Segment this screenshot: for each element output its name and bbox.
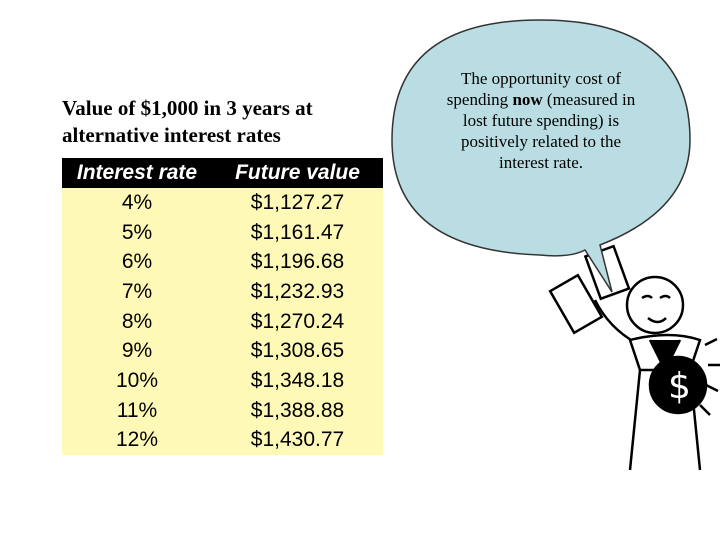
table-row: 9% $1,308.65 [62,336,383,366]
header-cell: Interest rate [76,161,198,184]
table-row: 4% $1,127.27 [62,188,383,218]
table-cell: 11% [116,398,158,422]
table-cell: 9% [121,339,153,363]
title-line: alternative interest rates [62,123,281,147]
table-cell: 8% [121,309,153,333]
table-cell: $1,388.88 [250,398,345,422]
speech-bubble [391,19,691,293]
table-cell: 10% [115,368,159,392]
table-row: 12% $1,430.77 [62,426,383,456]
table-cell: $1,232.93 [250,279,345,303]
table-cell: $1,308.65 [250,339,345,363]
table-cell: $1,161.47 [250,220,345,244]
table-row: 10% $1,348.18 [62,366,383,396]
title-line: Value of $1,000 in 3 years at [62,96,313,120]
cartoon-man: $ [548,244,720,471]
svg-text:$: $ [668,366,691,407]
table-cell: $1,430.77 [250,428,345,452]
table-cell: 7% [121,279,153,303]
table-cell: $1,270.24 [250,309,345,333]
table-cell: $1,348.18 [250,368,345,392]
table-cell: $1,127.27 [250,190,345,214]
callout-text: The opportunity cost of spending now (me… [436,68,646,173]
callout-part: (measured in lost future spending) is po… [460,90,636,172]
callout-part: The opportunity cost of spending [446,69,622,109]
header-cell: Future value [235,161,360,184]
table-row: 6% $1,196.68 [62,247,383,277]
table-row: 11% $1,388.88 [62,396,383,426]
table-cell: 5% [121,220,153,244]
table-cell: 12% [115,428,159,452]
table-body: 4% $1,127.27 5% $1,161.47 6% $1,196.68 7% $1,23… [62,188,383,456]
title: Value of $1,000 in 3 years at alternativ… [62,95,392,149]
table-cell: 6% [121,250,153,274]
table-row: 8% $1,270.24 [62,307,383,337]
callout-emphasis: now [512,90,543,109]
table-cell: 4% [121,190,153,214]
table-row: 5% $1,161.47 [62,218,383,248]
table-header: Interest rate Future value [62,158,383,188]
rate-table: Interest rate Future value 4% $1,127.27 5%… [62,158,383,456]
table-row: 7% $1,232.93 [62,277,383,307]
table-cell: $1,196.68 [250,250,345,274]
